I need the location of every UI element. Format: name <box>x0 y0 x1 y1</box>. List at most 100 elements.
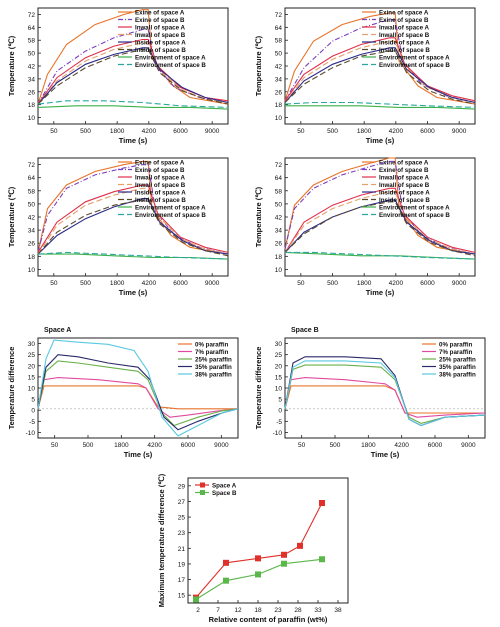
x-axis-label: Time (s) <box>366 136 395 145</box>
series-line <box>37 197 229 255</box>
y-tick-label: 72 <box>275 162 283 169</box>
series-line <box>284 157 476 255</box>
series-line <box>284 47 476 104</box>
y-tick-label: -10 <box>26 430 36 437</box>
legend-label: Environment of space B <box>379 62 450 69</box>
y-axis-label: Temperature (℃) <box>254 186 263 247</box>
y-tick-label: 15 <box>275 374 283 381</box>
data-point <box>281 560 287 567</box>
y-tick-label: 15 <box>178 593 186 600</box>
legend-label: Environment of space B <box>135 62 206 69</box>
y-tick-label: 19 <box>178 561 186 568</box>
data-point <box>223 577 229 584</box>
x-tick-label: 500 <box>80 280 91 287</box>
series-line <box>37 105 229 110</box>
series-line <box>284 364 486 424</box>
y-tick-label: 72 <box>28 162 36 169</box>
data-point <box>255 571 261 578</box>
x-tick-label: 38 <box>334 607 342 614</box>
plot-frame <box>187 477 349 604</box>
x-tick-label: 9000 <box>214 442 229 449</box>
x-tick-label: 6000 <box>428 442 443 449</box>
y-tick-label: 64 <box>28 175 36 182</box>
y-axis-label: Temperature (℃) <box>7 35 16 96</box>
legend-label: Environment of space B <box>135 212 206 219</box>
x-axis-label: Time (s) <box>366 288 395 297</box>
y-tick-label: 30 <box>28 341 36 348</box>
legend-label: Inwall of space A <box>135 25 186 32</box>
legend-marker <box>200 490 205 495</box>
series-line <box>284 199 476 255</box>
y-tick-label: 10 <box>275 115 283 122</box>
y-tick-label: 25 <box>178 515 186 522</box>
x-axis-label: Relative content of paraffin (wt%) <box>209 615 328 624</box>
chart-panel-top-left: 10 18 26 34 42 50 58 64 72 50 500 1800 4200 6000 9000 T… <box>7 7 229 145</box>
legend-label: Inside of space A <box>135 40 186 47</box>
y-tick-label: 25 <box>28 352 36 359</box>
y-axis-label: Temperature (℃) <box>7 186 16 247</box>
y-tick-label: 5 <box>31 397 35 404</box>
x-tick-label: 7 <box>216 607 220 614</box>
y-tick-label: 26 <box>28 89 36 96</box>
x-tick-label: 50 <box>51 442 59 449</box>
x-tick-label: 1800 <box>110 128 125 135</box>
x-axis-label: Time (s) <box>119 136 148 145</box>
x-tick-label: 50 <box>50 280 58 287</box>
x-tick-label: 50 <box>297 280 305 287</box>
x-tick-label: 4200 <box>389 280 404 287</box>
series-line <box>37 385 238 410</box>
legend-label: 0% paraffin <box>439 342 473 349</box>
y-tick-label: 18 <box>275 102 283 109</box>
y-tick-label: 25 <box>275 352 283 359</box>
y-tick-label: 58 <box>28 38 36 45</box>
y-tick-label: 30 <box>275 341 283 348</box>
series-line <box>284 377 486 418</box>
legend-label: 7% paraffin <box>439 349 473 356</box>
x-tick-label: 6000 <box>420 128 435 135</box>
legend-label: Environment of space B <box>379 212 450 219</box>
x-tick-label: 18 <box>254 607 262 614</box>
legend-label: 7% paraffin <box>195 349 229 356</box>
x-tick-label: 50 <box>50 128 58 135</box>
y-axis-label: Temperature difference <box>7 347 16 430</box>
series-line <box>284 160 476 255</box>
legend-label: Exine of space A <box>135 160 185 167</box>
legend-label: Environment of space A <box>135 55 206 62</box>
legend-label: Inside of space B <box>379 197 430 204</box>
legend-label: Environment of space A <box>135 205 206 212</box>
x-tick-label: 500 <box>327 280 338 287</box>
x-tick-label: 9000 <box>452 128 467 135</box>
x-tick-label: 9000 <box>452 280 467 287</box>
data-point <box>319 556 325 563</box>
y-tick-label: 10 <box>275 386 283 393</box>
x-tick-label: 4200 <box>389 128 404 135</box>
series-line <box>37 100 229 108</box>
y-tick-label: 15 <box>28 374 36 381</box>
legend-label: 38% paraffin <box>195 372 232 379</box>
y-axis-label: Temperature difference <box>254 347 263 430</box>
y-tick-label: -5 <box>29 419 35 426</box>
x-tick-label: 4200 <box>142 128 157 135</box>
data-point <box>193 596 199 603</box>
x-tick-label: 6000 <box>173 128 188 135</box>
series-line <box>37 48 229 105</box>
y-tick-label: 20 <box>275 363 283 370</box>
x-tick-label: 4200 <box>147 442 162 449</box>
series-line <box>37 184 229 253</box>
series-line <box>284 385 485 414</box>
x-tick-label: 1800 <box>357 280 372 287</box>
series-line <box>37 339 239 437</box>
legend-label: Exine of space A <box>379 160 429 167</box>
data-point <box>255 555 261 562</box>
x-tick-label: 1800 <box>110 280 125 287</box>
x-tick-label: 2 <box>196 607 200 614</box>
y-axis-label: Maximum temperature difference (℃) <box>157 473 166 607</box>
x-tick-label: 6000 <box>420 280 435 287</box>
x-tick-label: 50 <box>298 442 306 449</box>
x-tick-label: 28 <box>294 607 302 614</box>
legend-label: 0% paraffin <box>195 342 229 349</box>
x-tick-label: 500 <box>330 442 341 449</box>
y-tick-label: 5 <box>278 397 282 404</box>
